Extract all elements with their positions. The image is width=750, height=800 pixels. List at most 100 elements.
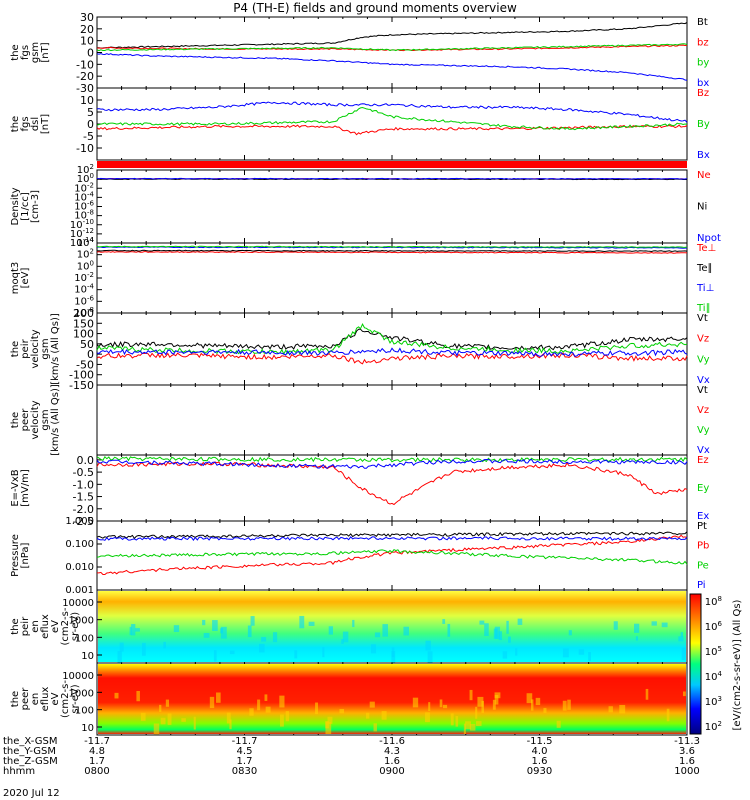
legend-entry: Vx	[697, 445, 710, 456]
orbit-flag-bar	[97, 161, 687, 168]
y-tick-label: -10	[76, 58, 94, 71]
series-line-npot	[96, 177, 688, 180]
x-axis-value: 4.0	[532, 746, 548, 757]
spectrogram-speckle	[502, 651, 508, 659]
spectrogram-speckle	[160, 717, 166, 725]
spectrogram-speckle	[651, 621, 657, 626]
y-axis-label: en	[30, 693, 41, 706]
spectrogram-speckle	[209, 696, 215, 709]
spectrogram-speckle	[391, 650, 396, 664]
y-axis-label: [mV/m]	[20, 469, 31, 507]
y-tick-label: -0.5	[73, 466, 94, 479]
y-tick-label: 5	[87, 106, 94, 119]
spectrogram-speckle	[119, 642, 124, 652]
spectrogram-speckle	[374, 632, 381, 638]
spectrogram-speckle	[159, 704, 162, 712]
spectrogram-speckle	[681, 647, 686, 661]
y-axis-label: Pressure	[10, 534, 21, 577]
series-line-vx	[96, 347, 688, 357]
spectrogram-image	[98, 664, 686, 734]
spectrogram-speckle	[327, 716, 333, 724]
y-tick-label: -100	[69, 369, 94, 382]
y-axis-label: peir	[20, 338, 31, 358]
y-axis-label: eflux	[40, 687, 51, 712]
y-axis-label: Density	[10, 187, 21, 225]
colorbar-tick-label: 105	[705, 645, 722, 658]
x-axis-value: 1000	[674, 766, 699, 777]
spectrogram-speckle	[229, 719, 232, 730]
series-line-bt	[96, 22, 688, 49]
colorbar-tick-label: 106	[705, 620, 723, 633]
spectrogram-speckle	[339, 708, 345, 714]
y-axis-label: (cm2-s-	[60, 680, 71, 718]
y-tick-label: 104	[77, 236, 95, 249]
spectrogram-speckle	[469, 723, 476, 731]
colorbar	[689, 593, 702, 735]
panel-frame	[96, 384, 688, 456]
spectrogram-speckle	[193, 716, 196, 730]
spectrogram-speckle	[167, 713, 172, 725]
y-axis-label: fgs	[20, 45, 31, 60]
spectrogram-speckle	[131, 624, 136, 636]
legend-entry: Npot	[697, 233, 721, 244]
legend-entry: Bt	[697, 17, 708, 28]
x-axis-value: 1.7	[237, 756, 253, 767]
x-axis-value: -11.7	[232, 736, 258, 747]
spectrogram-speckle	[229, 650, 235, 655]
x-axis-value: 1.6	[532, 756, 548, 767]
spectrogram-speckle	[635, 636, 639, 641]
y-tick-label: 1000	[69, 616, 94, 627]
spectrogram-speckle	[535, 697, 541, 706]
x-axis-row-label: the_Y-GSM	[3, 746, 56, 757]
spectrogram-speckle	[342, 631, 349, 643]
panel-frame	[96, 87, 688, 161]
spectrogram-speckle	[117, 651, 122, 664]
y-axis-label: velocity	[30, 400, 41, 439]
legend-entry: Pb	[697, 541, 709, 552]
panel-frame	[96, 169, 688, 244]
y-axis-label: E=-VxB	[10, 469, 21, 506]
spectrogram-speckle	[352, 619, 355, 628]
series-line-bx	[96, 101, 688, 123]
y-axis-label: [km/s (All Qs)]	[50, 313, 61, 385]
y-tick-label: 10-2	[74, 181, 94, 194]
legend-entry: Bz	[697, 88, 709, 99]
series-line-te⊥	[96, 251, 688, 254]
y-axis-label: eV	[50, 620, 61, 633]
series-line-ti∥	[96, 245, 688, 248]
spectrogram-speckle	[135, 628, 140, 632]
series-line-ey	[96, 455, 688, 463]
y-axis-label: the	[10, 341, 21, 357]
spectrogram-speckle	[455, 716, 459, 727]
y-tick-label: 0.001	[65, 585, 94, 596]
spectrogram-speckle	[463, 723, 466, 734]
series-line-pi	[96, 536, 688, 541]
y-axis-label: gsm	[30, 42, 41, 63]
legend-entry: Pe	[697, 560, 709, 571]
legend-entry: Vy	[697, 354, 710, 365]
spectrogram-speckle	[661, 622, 668, 628]
y-axis-label: peer	[20, 687, 31, 711]
y-tick-label: 0.0	[77, 454, 95, 467]
spectrogram-speckle	[439, 699, 443, 708]
spectrogram-speckle	[477, 696, 484, 707]
legend-entry: Ey	[697, 483, 709, 494]
legend-entry: Ti⊥	[696, 283, 714, 294]
spectrogram-speckle	[645, 688, 649, 700]
spectrogram-speckle	[285, 711, 290, 722]
spectrogram-speckle	[526, 693, 533, 704]
series-line-bz	[96, 124, 688, 136]
y-axis-label: gsm	[40, 338, 51, 359]
y-axis-label: peir	[20, 616, 31, 636]
y-axis-label: dsl	[30, 117, 41, 131]
spectrogram-speckle	[634, 623, 640, 633]
y-tick-label: 0	[87, 348, 94, 361]
spectrogram-speckle	[543, 707, 547, 713]
legend-entry: Vy	[697, 425, 710, 436]
spectrogram-speckle	[212, 620, 218, 632]
series-line-vy	[96, 322, 688, 356]
spectrogram-speckle	[370, 644, 377, 654]
spectrogram-speckle	[369, 701, 375, 708]
spectrogram-speckle	[308, 621, 315, 626]
y-tick-label: 100	[73, 328, 94, 341]
